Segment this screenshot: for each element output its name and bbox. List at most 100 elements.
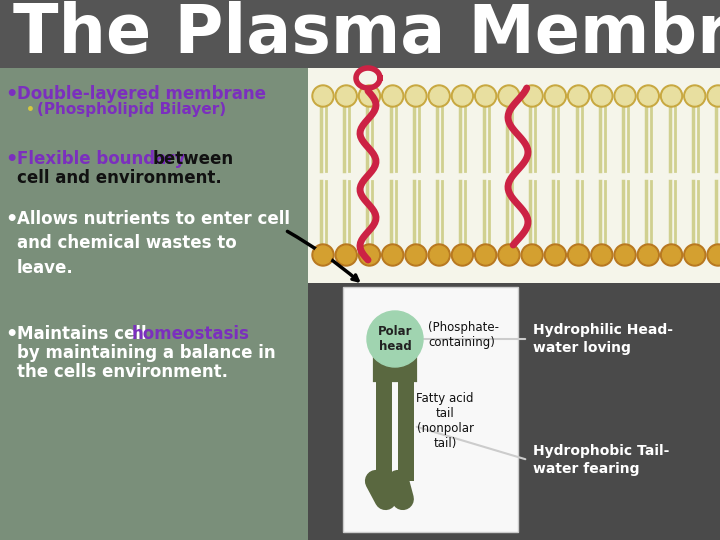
Circle shape [567, 85, 590, 107]
Circle shape [367, 311, 423, 367]
Circle shape [382, 244, 404, 266]
Circle shape [660, 85, 683, 107]
Circle shape [405, 244, 427, 266]
Text: •: • [26, 103, 35, 117]
Circle shape [591, 244, 613, 266]
Text: (Phosphate-
containing): (Phosphate- containing) [428, 321, 499, 349]
Text: by maintaining a balance in: by maintaining a balance in [17, 344, 276, 362]
Circle shape [430, 87, 448, 105]
Circle shape [639, 246, 657, 264]
Circle shape [430, 246, 448, 264]
Circle shape [312, 85, 334, 107]
Text: •: • [5, 150, 17, 169]
Circle shape [521, 244, 543, 266]
Text: Allows nutrients to enter cell
and chemical wastes to
leave.: Allows nutrients to enter cell and chemi… [17, 210, 290, 276]
Circle shape [407, 87, 425, 105]
Text: Fatty acid
tail
(nonpolar
tail): Fatty acid tail (nonpolar tail) [416, 392, 474, 450]
Circle shape [637, 244, 660, 266]
Text: The Plasma Membrane: The Plasma Membrane [13, 1, 720, 67]
Circle shape [451, 85, 474, 107]
Text: homeostasis: homeostasis [132, 325, 250, 343]
Text: (Phospholipid Bilayer): (Phospholipid Bilayer) [37, 102, 226, 117]
Circle shape [454, 87, 472, 105]
Circle shape [662, 87, 680, 105]
Circle shape [451, 244, 474, 266]
Circle shape [428, 85, 450, 107]
Circle shape [709, 246, 720, 264]
Circle shape [382, 85, 404, 107]
Text: Maintains cell: Maintains cell [17, 325, 153, 343]
Circle shape [639, 87, 657, 105]
Bar [0, 68, 308, 540]
Circle shape [591, 85, 613, 107]
Circle shape [336, 244, 357, 266]
Circle shape [614, 244, 636, 266]
Text: •: • [5, 325, 17, 344]
Circle shape [337, 246, 355, 264]
Circle shape [616, 87, 634, 105]
Bar [343, 287, 518, 532]
Circle shape [684, 244, 706, 266]
Circle shape [570, 87, 588, 105]
Text: Hydrophilic Head-
water loving: Hydrophilic Head- water loving [533, 323, 673, 355]
Circle shape [314, 87, 332, 105]
Circle shape [567, 244, 590, 266]
Circle shape [521, 85, 543, 107]
Circle shape [707, 244, 720, 266]
Circle shape [428, 244, 450, 266]
Circle shape [314, 246, 332, 264]
Circle shape [361, 246, 379, 264]
Text: cell and environment.: cell and environment. [17, 169, 222, 187]
Circle shape [454, 246, 472, 264]
Circle shape [593, 246, 611, 264]
Circle shape [523, 87, 541, 105]
Circle shape [359, 244, 380, 266]
Circle shape [474, 244, 497, 266]
Circle shape [498, 85, 520, 107]
Circle shape [359, 85, 380, 107]
Circle shape [662, 246, 680, 264]
Circle shape [500, 87, 518, 105]
Circle shape [336, 85, 357, 107]
Circle shape [707, 85, 720, 107]
Circle shape [384, 246, 402, 264]
Circle shape [685, 87, 703, 105]
Circle shape [685, 246, 703, 264]
Circle shape [523, 246, 541, 264]
Circle shape [593, 87, 611, 105]
Circle shape [477, 246, 495, 264]
Circle shape [660, 244, 683, 266]
Text: Flexible boundary: Flexible boundary [17, 150, 185, 168]
Bar [376, 371, 392, 481]
Text: •: • [5, 210, 17, 229]
Circle shape [546, 246, 564, 264]
Circle shape [616, 246, 634, 264]
Circle shape [570, 246, 588, 264]
Circle shape [407, 246, 425, 264]
Bar [308, 283, 720, 540]
Circle shape [637, 85, 660, 107]
Circle shape [614, 85, 636, 107]
Text: Hydrophobic Tail-
water fearing: Hydrophobic Tail- water fearing [533, 444, 670, 476]
Circle shape [544, 244, 567, 266]
Circle shape [684, 85, 706, 107]
Circle shape [544, 85, 567, 107]
Text: •: • [5, 85, 17, 104]
Circle shape [361, 87, 379, 105]
Bar [308, 68, 720, 283]
Bar [398, 371, 414, 481]
Circle shape [498, 244, 520, 266]
Circle shape [384, 87, 402, 105]
Circle shape [312, 244, 334, 266]
Text: the cells environment.: the cells environment. [17, 363, 228, 381]
Text: Double-layered membrane: Double-layered membrane [17, 85, 266, 103]
Bar [0, 0, 720, 68]
Text: between: between [153, 150, 234, 168]
Circle shape [709, 87, 720, 105]
Circle shape [500, 246, 518, 264]
Circle shape [546, 87, 564, 105]
Circle shape [477, 87, 495, 105]
Circle shape [337, 87, 355, 105]
Circle shape [405, 85, 427, 107]
Circle shape [474, 85, 497, 107]
